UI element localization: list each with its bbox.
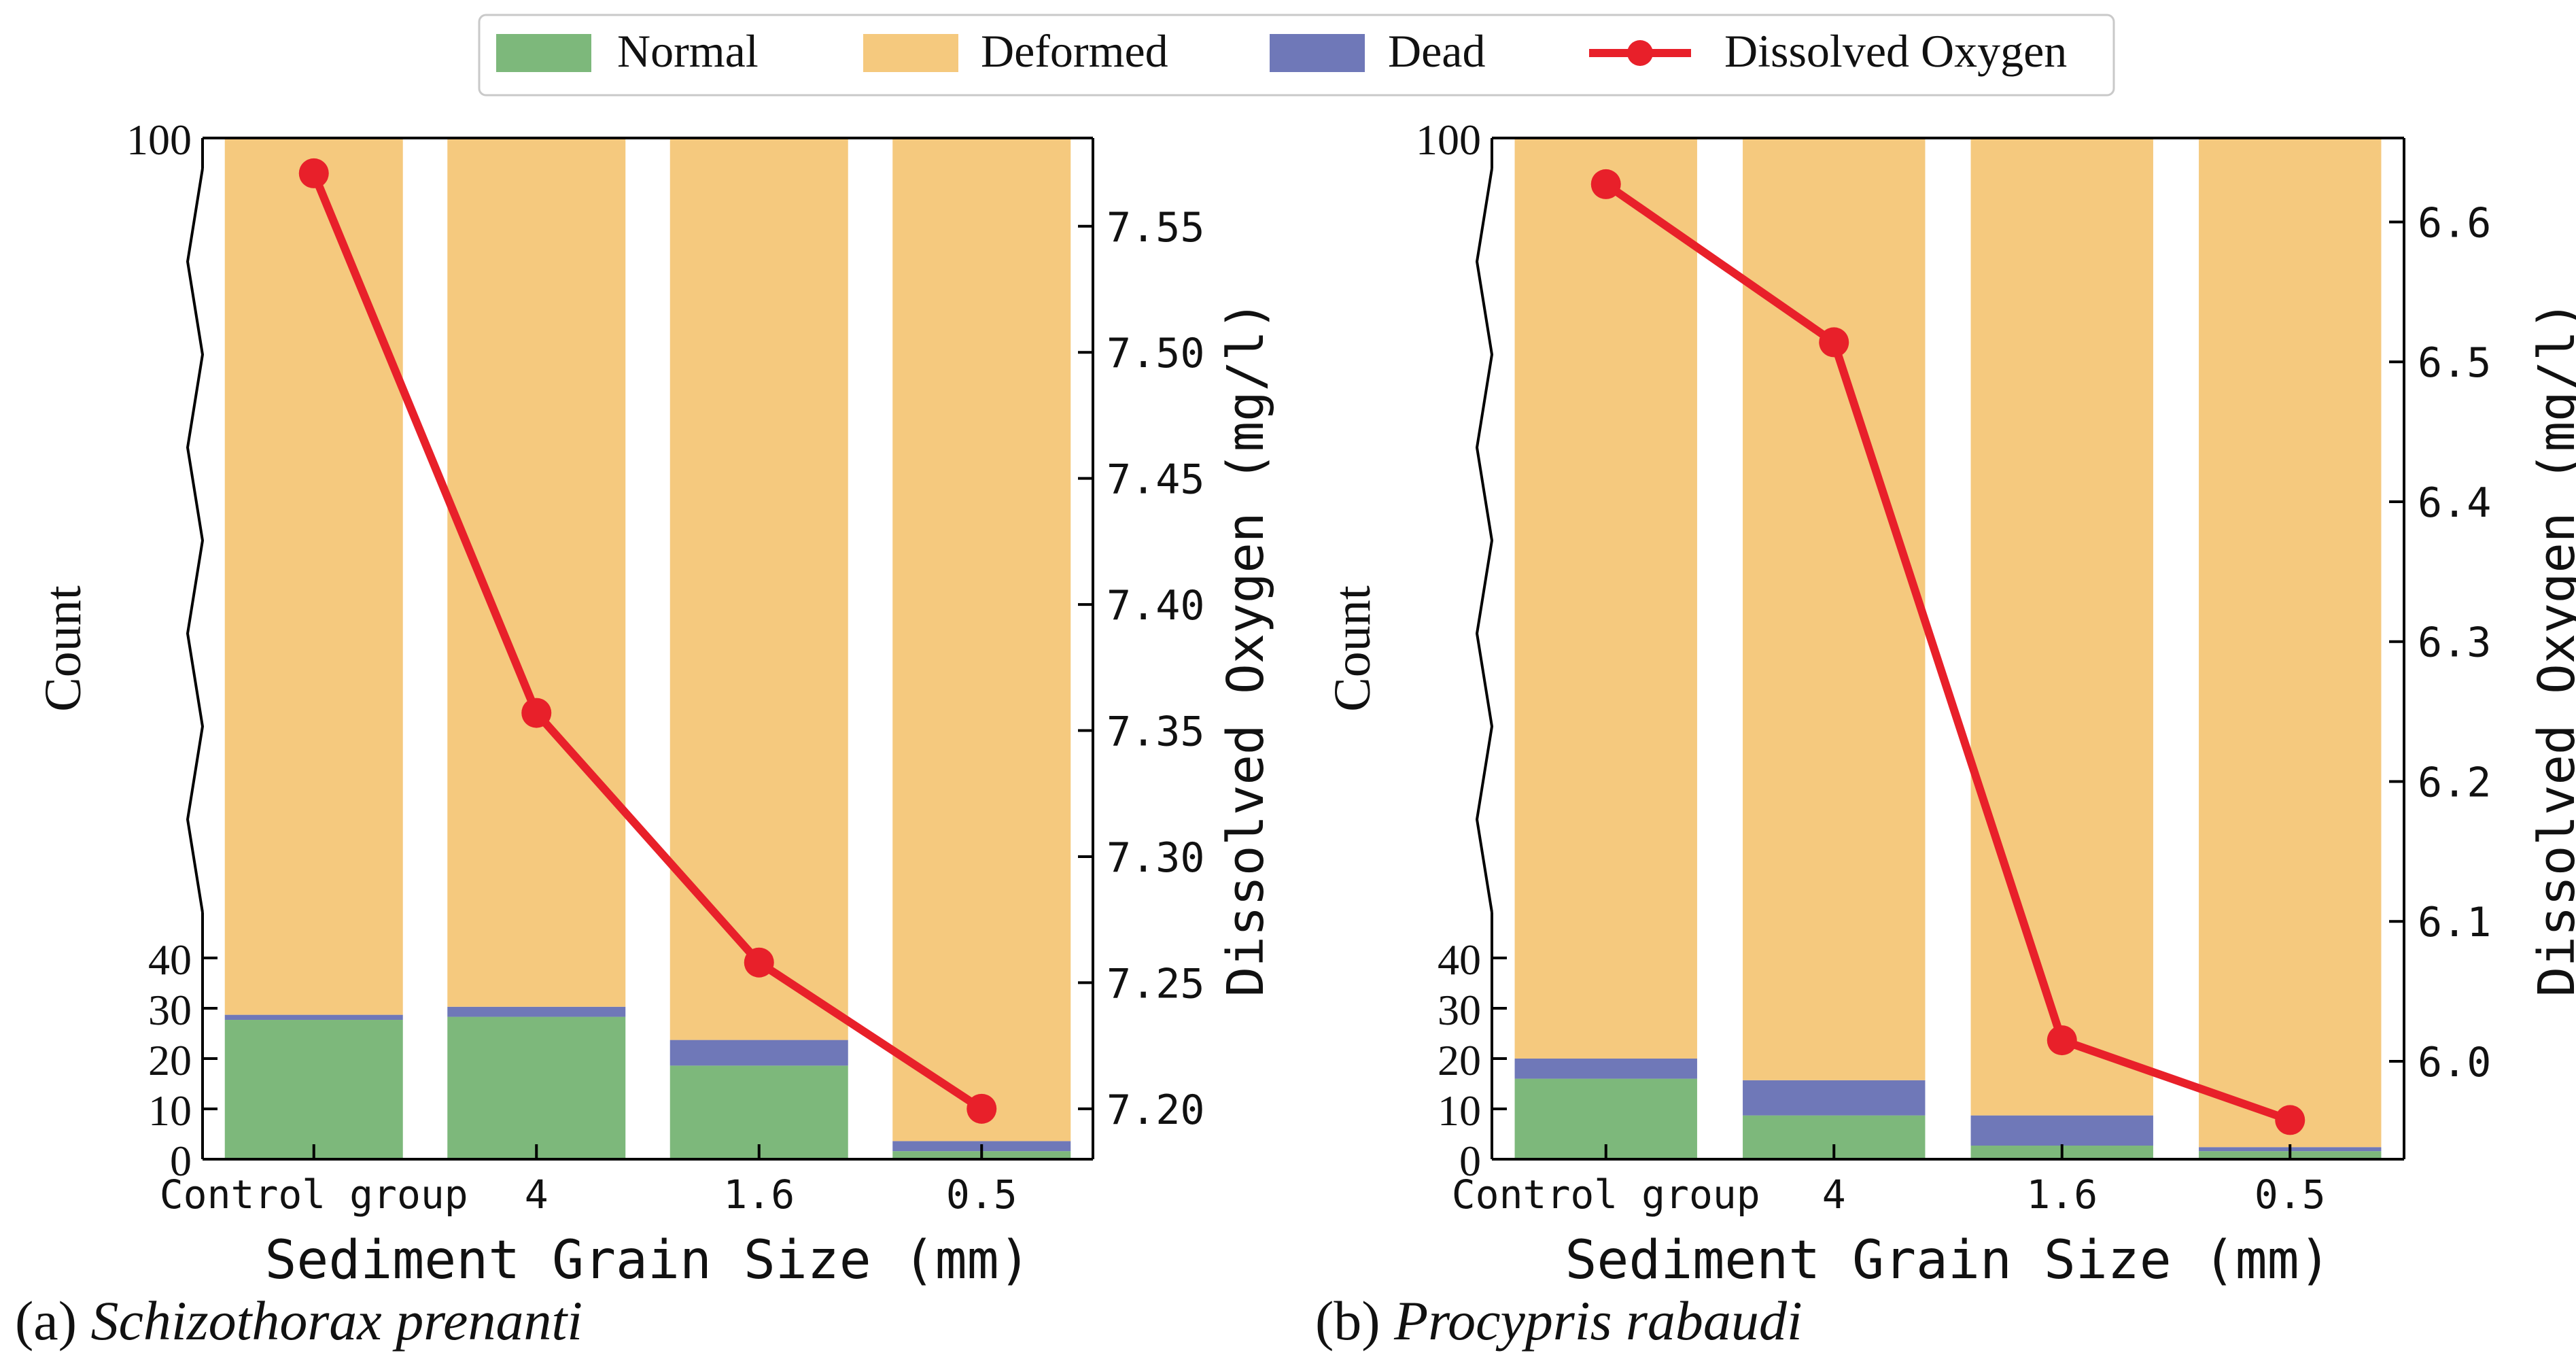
bar-dead-1 <box>1743 1080 1926 1116</box>
do-point-2 <box>2047 1025 2077 1056</box>
y2-tick-label: 7.45 <box>1107 456 1205 504</box>
x-tick-label: 1.6 <box>2026 1171 2098 1218</box>
y2-axis-label: Dissolved Oxygen (mg/l) <box>2528 301 2576 997</box>
bar-deformed-3 <box>892 138 1071 1142</box>
panel-caption-prefix: (a) <box>15 1290 91 1352</box>
panel-caption-species: Schizothorax prenanti <box>91 1290 583 1352</box>
bar-dead-2 <box>1970 1115 2153 1146</box>
x-tick-label: 4 <box>1822 1171 1846 1218</box>
bar-deformed-2 <box>669 138 848 1040</box>
y2-tick-label: 6.5 <box>2418 339 2491 387</box>
y-axis-label: Count <box>35 585 92 712</box>
do-point-3 <box>967 1093 997 1124</box>
y2-tick-label: 6.2 <box>2418 759 2491 806</box>
y2-tick-label: 6.3 <box>2418 619 2491 667</box>
bar-normal-0 <box>224 1020 403 1159</box>
x-tick-label: 0.5 <box>2255 1171 2326 1218</box>
legend-dead-label: Dead <box>1388 25 1485 77</box>
do-line-series <box>1603 180 2292 1125</box>
y2-tick-label: 7.55 <box>1107 204 1205 252</box>
bar-dead-0 <box>224 1014 403 1021</box>
legend-do-label: Dissolved Oxygen <box>1724 25 2067 77</box>
bar-normal-1 <box>447 1016 626 1159</box>
legend-do-marker <box>1627 40 1653 66</box>
do-line-series <box>310 171 984 1112</box>
x-tick-label: 0.5 <box>946 1171 1017 1218</box>
y-tick-label: 10 <box>148 1086 192 1135</box>
x-tick-label: 1.6 <box>723 1171 795 1218</box>
panel-caption: (b) Procypris rabaudi <box>1315 1290 1803 1352</box>
bar-deformed-3 <box>2199 138 2382 1148</box>
y-tick-label: 20 <box>1438 1036 1481 1084</box>
bar-deformed-1 <box>1743 138 1926 1080</box>
panel-caption: (a) Schizothorax prenanti <box>15 1290 582 1352</box>
bar-deformed-0 <box>224 138 403 1015</box>
y2-tick-label: 7.20 <box>1107 1086 1205 1134</box>
y-tick-label: 100 <box>1416 116 1481 164</box>
axis-break-zigzag <box>1475 168 1494 913</box>
panel-caption-species: Procypris rabaudi <box>1393 1290 1803 1352</box>
panel-caption-prefix: (b) <box>1315 1290 1394 1352</box>
y-tick-label: 20 <box>148 1036 192 1084</box>
y-tick-label: 100 <box>126 116 192 164</box>
y-tick-label: 40 <box>1438 936 1481 984</box>
y2-tick-label: 7.30 <box>1107 834 1205 882</box>
panels: 0102030401007.207.257.307.357.407.457.50… <box>15 116 2576 1352</box>
bar-dead-2 <box>669 1040 848 1066</box>
y2-tick-label: 6.4 <box>2418 479 2491 527</box>
do-point-0 <box>298 158 329 188</box>
legend-normal-label: Normal <box>617 25 759 77</box>
bar-deformed-0 <box>1514 138 1697 1059</box>
y-tick-label: 40 <box>148 936 192 984</box>
y-tick-label: 30 <box>148 986 192 1034</box>
do-point-0 <box>1590 169 1621 199</box>
x-tick-label: 4 <box>525 1171 549 1218</box>
bar-normal-2 <box>669 1065 848 1159</box>
bar-dead-1 <box>447 1006 626 1017</box>
y2-tick-label: 7.35 <box>1107 708 1205 756</box>
y2-tick-label: 6.0 <box>2418 1039 2491 1086</box>
do-point-1 <box>521 698 552 728</box>
y-tick-label: 10 <box>1438 1086 1481 1135</box>
y-tick-label: 30 <box>1438 986 1481 1034</box>
bar-dead-0 <box>1514 1059 1697 1079</box>
y2-tick-label: 6.1 <box>2418 899 2491 946</box>
y-tick-label: 0 <box>1459 1137 1481 1185</box>
x-axis-label: Sediment Grain Size (mm) <box>1565 1230 2331 1291</box>
do-point-1 <box>1819 327 1849 358</box>
y2-axis-label: Dissolved Oxygen (mg/l) <box>1217 301 1275 997</box>
y2-tick-label: 7.50 <box>1107 330 1205 377</box>
x-tick-label: Control group <box>1452 1171 1760 1218</box>
do-point-3 <box>2275 1105 2305 1135</box>
x-axis-label: Sediment Grain Size (mm) <box>264 1230 1030 1291</box>
do-point-2 <box>744 947 774 978</box>
legend-dead-swatch <box>1270 34 1365 72</box>
axis-break-zigzag <box>186 168 205 913</box>
legend-deformed-label: Deformed <box>981 25 1168 77</box>
y2-tick-label: 7.40 <box>1107 582 1205 630</box>
bar-deformed-2 <box>1970 138 2153 1116</box>
legend-normal-swatch <box>496 34 591 72</box>
y-axis-label: Count <box>1324 585 1381 712</box>
y2-tick-label: 7.25 <box>1107 960 1205 1008</box>
legend: Normal Deformed Dead Dissolved Oxygen <box>478 14 2115 97</box>
y-tick-label: 0 <box>170 1137 192 1185</box>
x-tick-label: Control group <box>160 1171 468 1218</box>
legend-deformed-swatch <box>863 34 958 72</box>
y2-tick-label: 6.6 <box>2418 199 2491 247</box>
